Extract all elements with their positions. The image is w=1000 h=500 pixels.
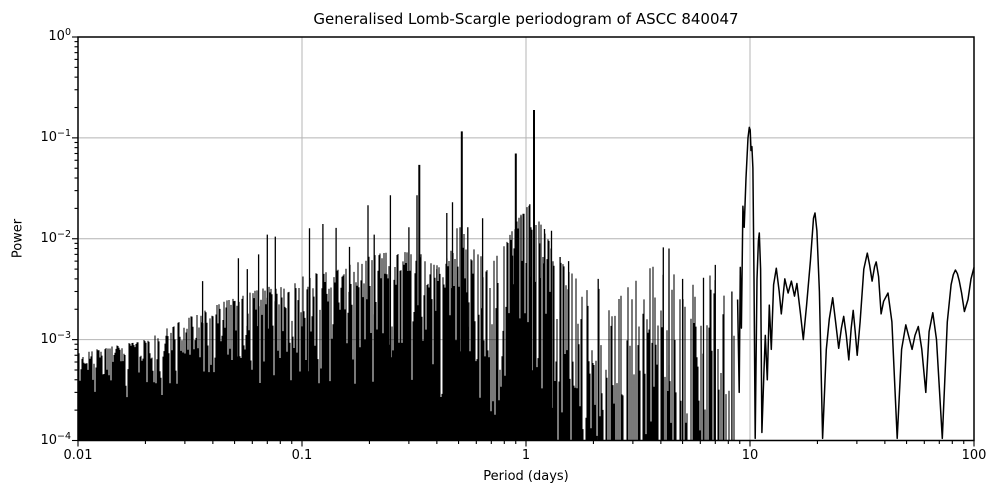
minor-peak-spikes <box>201 195 733 441</box>
major-peak-spikes <box>418 110 535 441</box>
axis-ticks <box>72 36 975 447</box>
chart-title: Generalised Lomb-Scargle periodogram of … <box>313 10 739 28</box>
y-axis-label: Power <box>10 218 26 259</box>
x-axis-label: Period (days) <box>483 469 569 484</box>
plot-border <box>77 36 975 442</box>
smooth-periodogram-curve <box>736 126 975 440</box>
